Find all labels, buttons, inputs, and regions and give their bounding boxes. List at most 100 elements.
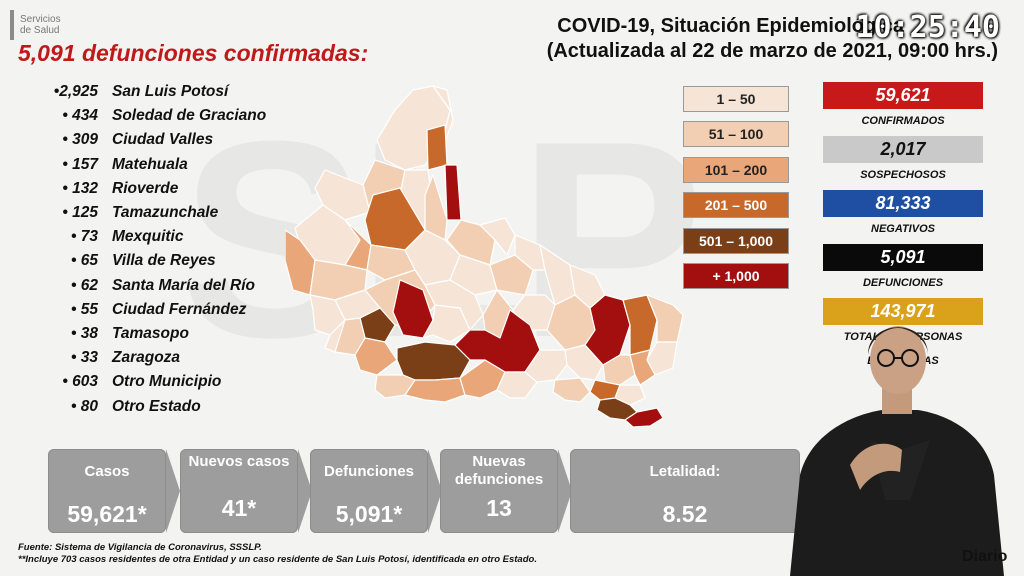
card-arrow <box>428 449 442 533</box>
deaths-headline: 5,091 defunciones confirmadas: <box>18 40 369 66</box>
death-count: • 33 <box>71 349 98 367</box>
map-region <box>489 254 534 296</box>
map-region <box>424 279 484 331</box>
legend-item: + 1,000 <box>683 262 789 289</box>
sign-language-interpreter <box>790 326 1004 576</box>
death-count-row: • 65 Villa de Reyes <box>34 249 292 273</box>
legend-item: 1 – 50 <box>683 86 789 112</box>
report-title: COVID-19, Situación Epidemiológica (Actu… <box>547 14 998 64</box>
stat-value: 143,971 <box>823 298 983 325</box>
stat-value: 2,017 <box>823 136 983 163</box>
stat-block: 2,017 SOSPECHOSOS <box>823 136 983 187</box>
card-value: 8.52 <box>662 501 708 527</box>
death-count-row: • 434 Soledad de Graciano <box>34 104 292 128</box>
municipality-name: Soledad de Graciano <box>112 107 267 125</box>
stat-label: CONFIRMADOS <box>861 115 945 127</box>
death-count: •2,925 <box>53 83 98 101</box>
stat-label: DEFUNCIONES <box>862 277 944 289</box>
footer-source: Fuente: Sistema de Vigilancia de Coronav… <box>18 542 262 553</box>
death-count: • 309 <box>62 131 98 149</box>
summary-card: Nuevos casos 41* <box>180 449 298 533</box>
footer-footnote: **Incluye 703 casos residentes de otra E… <box>18 554 537 565</box>
stat-block: 59,621 CONFIRMADOS <box>823 82 983 133</box>
death-count-row: • 73 Mexquitic <box>34 225 292 249</box>
stat-value: 81,333 <box>823 190 983 217</box>
death-count-row: • 132 Rioverde <box>34 177 292 201</box>
municipality-name: Villa de Reyes <box>112 252 216 270</box>
death-count-row: • 62 Santa María del Río <box>34 274 292 298</box>
stat-value: 5,091 <box>823 244 983 271</box>
summary-card: Defunciones 5,091* <box>310 449 428 533</box>
stat-block: 81,333 NEGATIVOS <box>823 190 983 241</box>
death-count-row: • 125 Tamazunchale <box>34 201 292 225</box>
map-region <box>449 254 498 296</box>
map-region <box>426 124 448 171</box>
map-region <box>354 337 398 376</box>
municipality-name: Tamazunchale <box>112 204 219 222</box>
report-title-line1: COVID-19, Situación Epidemiológica <box>557 15 904 37</box>
death-count-row: • 309 Ciudad Valles <box>34 128 292 152</box>
death-count: • 603 <box>62 373 98 391</box>
card-value: 13 <box>486 495 512 521</box>
stat-label: SOSPECHOSOS <box>860 169 946 181</box>
card-value: 59,621* <box>67 501 147 527</box>
death-count: • 62 <box>71 276 98 294</box>
legend-item: 101 – 200 <box>683 156 789 183</box>
municipality-name: Santa María del Río <box>112 276 255 294</box>
map-region <box>514 234 546 271</box>
legend-item: 51 – 100 <box>683 121 789 148</box>
death-count-row: • 33 Zaragoza <box>34 346 292 370</box>
death-count: • 55 <box>71 300 98 318</box>
municipality-name: Tamasopo <box>112 324 189 342</box>
card-arrow <box>298 449 312 533</box>
death-count: • 132 <box>62 179 98 197</box>
municipality-name: Mexquitic <box>112 228 184 246</box>
stat-block: 5,091 DEFUNCIONES <box>823 244 983 295</box>
death-count: • 65 <box>71 252 98 270</box>
card-label: Defunciones <box>323 463 414 480</box>
deaths-by-municipality-list: •2,925 San Luis Potosí • 434 Soledad de Gra… <box>34 80 292 419</box>
summary-card: Letalidad: 8.52 <box>570 449 800 533</box>
municipality-name: Zaragoza <box>112 349 181 367</box>
summary-stats: 59,621 CONFIRMADOS 2,017 SOSPECHOSOS 81,333 N… <box>823 82 983 367</box>
municipality-name: Otro Municipio <box>112 373 222 391</box>
card-label: Casos <box>84 463 130 480</box>
death-count-row: • 80 Otro Estado <box>34 394 292 418</box>
municipality-name: Ciudad Valles <box>112 131 214 149</box>
death-count: • 73 <box>71 228 98 246</box>
death-count: • 157 <box>62 155 98 173</box>
municipality-name: Ciudad Fernández <box>112 300 247 318</box>
map-region <box>646 341 678 376</box>
death-count: • 434 <box>62 107 98 125</box>
map-region <box>552 377 591 403</box>
municipality-name: Rioverde <box>112 179 179 197</box>
municipality-name: San Luis Potosí <box>112 83 229 101</box>
map-region <box>479 217 516 256</box>
death-count-row: • 55 Ciudad Fernández <box>34 298 292 322</box>
state-map <box>285 85 684 428</box>
legend-item: 201 – 500 <box>683 192 789 219</box>
map-region <box>629 349 656 386</box>
map-region <box>624 407 664 428</box>
clock-overlay: 10:25:40 <box>855 10 1001 45</box>
summary-card: Nuevas defunciones 13 <box>440 449 558 533</box>
report-date: (Actualizada al 22 de marzo de 2021, 09:… <box>546 40 998 62</box>
card-label: Letalidad: <box>649 463 721 480</box>
footer-notes: Fuente: Sistema de Vigilancia de Coronav… <box>18 542 537 566</box>
map-region <box>614 384 646 406</box>
death-count-row: • 603 Otro Municipio <box>34 370 292 394</box>
map-legend: 1 – 50 51 – 100 101 – 200 201 – 500 501 – 1,… <box>683 86 789 298</box>
death-count: • 80 <box>71 397 98 415</box>
legend-item: 501 – 1,000 <box>683 227 789 254</box>
map-region <box>444 164 462 221</box>
death-count-row: • 38 Tamasopo <box>34 322 292 346</box>
servicios-de-salud-logo: Servicios de Salud <box>10 8 80 44</box>
map-region <box>404 377 466 403</box>
municipality-name: Matehuala <box>112 155 188 173</box>
death-count: • 125 <box>62 204 98 222</box>
map-region <box>324 319 346 353</box>
card-value: 41* <box>221 495 257 521</box>
stat-label: NEGATIVOS <box>871 223 935 235</box>
card-label: Nuevos casos <box>188 453 290 470</box>
broadcaster-logo: Diario <box>962 548 1008 565</box>
